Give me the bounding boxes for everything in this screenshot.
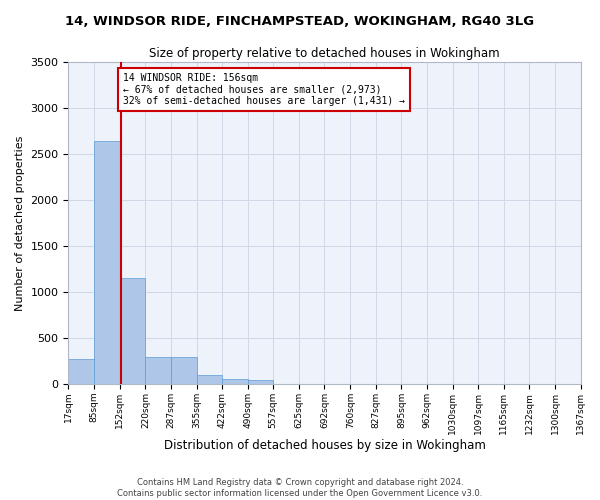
Bar <box>171 358 197 384</box>
Y-axis label: Number of detached properties: Number of detached properties <box>15 135 25 310</box>
Text: 14 WINDSOR RIDE: 156sqm
← 67% of detached houses are smaller (2,973)
32% of semi: 14 WINDSOR RIDE: 156sqm ← 67% of detache… <box>122 72 404 106</box>
Bar <box>248 380 273 384</box>
Bar <box>119 278 145 384</box>
Bar <box>145 358 171 384</box>
Bar <box>197 375 222 384</box>
Text: 14, WINDSOR RIDE, FINCHAMPSTEAD, WOKINGHAM, RG40 3LG: 14, WINDSOR RIDE, FINCHAMPSTEAD, WOKINGH… <box>65 15 535 28</box>
X-axis label: Distribution of detached houses by size in Wokingham: Distribution of detached houses by size … <box>164 440 485 452</box>
Bar <box>94 141 119 384</box>
Title: Size of property relative to detached houses in Wokingham: Size of property relative to detached ho… <box>149 48 500 60</box>
Bar <box>222 378 248 384</box>
Bar <box>68 359 94 384</box>
Text: Contains HM Land Registry data © Crown copyright and database right 2024.
Contai: Contains HM Land Registry data © Crown c… <box>118 478 482 498</box>
